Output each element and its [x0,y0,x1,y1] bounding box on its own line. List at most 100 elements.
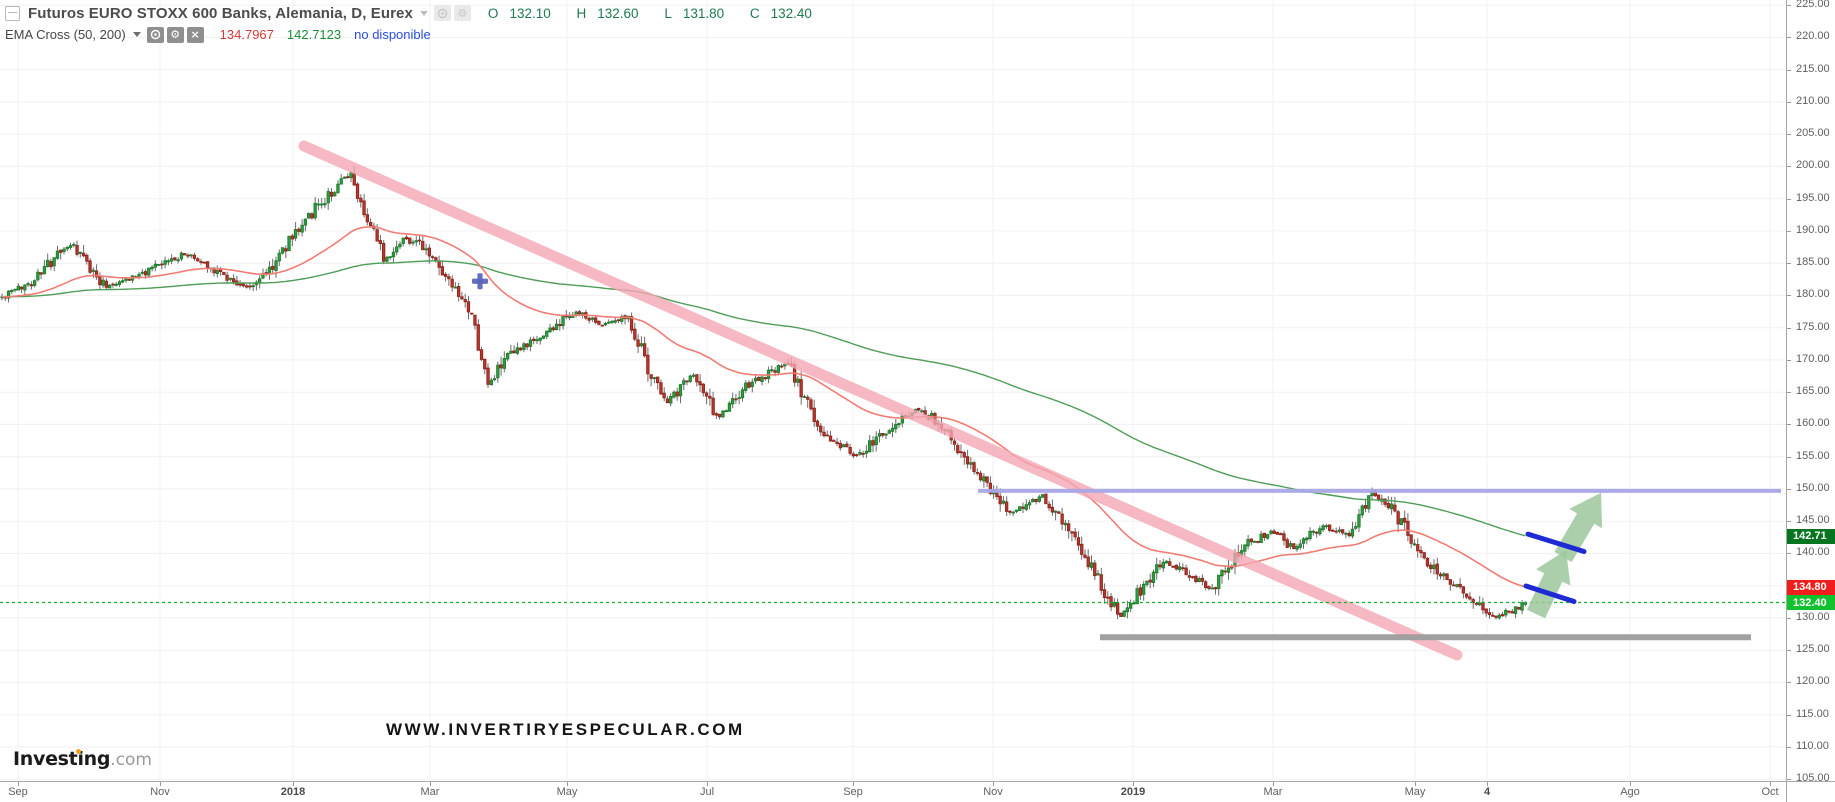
price-tick [1787,37,1791,39]
indicator-value-ema200: 142.7123 [286,27,342,42]
eye-icon-glyph [437,8,448,18]
ema200-tag: 142.71 [1787,528,1835,544]
price-tick [1787,521,1791,523]
indicator-value-extra: no disponible [354,27,431,42]
price-tick [1787,456,1791,458]
investing-logo-brand: Investing [13,748,111,770]
price-tick [1787,714,1791,716]
price-axis-label: 155.00 [1796,449,1830,462]
price-tick [1787,779,1791,781]
eye-icon-glyph [150,29,160,40]
time-axis-label: Jul [699,786,715,798]
price-axis-label: 215.00 [1796,62,1830,75]
price-axis-label: 110.00 [1796,739,1829,752]
time-axis-label: Oct [1761,786,1779,798]
time-tick [160,782,161,786]
downtrend-line[interactable] [298,140,1463,661]
price-tick [1787,424,1791,426]
price-tick [1787,682,1791,684]
time-tick [1770,782,1771,786]
collapse-panel-button[interactable] [5,5,20,21]
price-tick [1787,295,1791,297]
vertical-gridlines [17,0,1771,781]
close-icon[interactable]: × [186,26,204,43]
price-axis-label: 185.00 [1796,256,1830,269]
price-tick [1787,392,1791,394]
time-tick [567,782,568,786]
time-tick [1133,782,1134,786]
time-axis-label: Nov [983,786,1003,798]
up-arrow-drawing[interactable] [1526,550,1571,619]
time-axis-label: 2018 [280,786,306,798]
price-tick [1787,488,1791,490]
death-cross-marker[interactable] [472,273,488,290]
indicator-name[interactable]: EMA Cross (50, 200) [5,27,126,42]
price-axis-label: 125.00 [1796,643,1830,656]
price-axis-label: 210.00 [1796,94,1830,107]
down-candles [3,172,1521,618]
price-axis-label: 145.00 [1796,514,1830,527]
price-tick [1787,746,1791,748]
price-axis-label: 165.00 [1796,385,1830,398]
price-axis-label: 180.00 [1796,288,1830,301]
price-tick [1787,553,1791,555]
time-axis-label: Sep [843,786,863,798]
low-value: L 131.80 [664,5,725,21]
logo-orange-dot-icon [76,749,81,754]
price-axis-label: 120.00 [1796,675,1830,688]
price-tick [1787,230,1791,232]
up-candles [0,172,1527,619]
axis-corner [1786,781,1835,802]
time-tick [707,782,708,786]
price-axis[interactable]: 105.00110.00115.00120.00125.00130.00135.… [1786,0,1835,781]
chevron-down-icon[interactable] [419,10,428,16]
time-tick [853,782,854,786]
price-axis-label: 220.00 [1796,30,1830,43]
price-axis-label: 190.00 [1796,223,1830,236]
eye-icon[interactable] [146,26,164,43]
ema50-line [1,226,1526,588]
time-axis-label: May [556,786,578,798]
price-axis-label: 175.00 [1796,320,1830,333]
time-axis-label: Ago [1620,786,1640,798]
ohlc-readout: O 132.10 H 132.60 L 131.80 C 132.40 [488,6,834,21]
blue-trend-segment[interactable] [1523,583,1577,604]
price-axis-label: 205.00 [1796,127,1830,140]
chevron-down-icon[interactable] [132,32,141,37]
time-axis-label: Sep [8,786,28,798]
price-tick [1787,134,1791,136]
price-axis-label: 130.00 [1796,610,1830,623]
price-axis-label: 200.00 [1796,159,1830,172]
last-price-tag: 132.40 [1787,595,1835,610]
time-tick [1487,782,1488,786]
price-axis-label: 170.00 [1796,352,1830,365]
price-axis-label: 225.00 [1796,0,1830,11]
time-axis[interactable]: Sep Nov 2018 Mar May Jul Sep Nov 2019 Mar May 4 Ago O… [0,781,1786,802]
blue-trend-segment[interactable] [1525,531,1587,554]
open-value: O 132.10 [487,5,551,21]
gear-icon[interactable]: ⚙ [166,26,184,43]
price-tick [1787,166,1791,168]
price-tick [1787,617,1791,619]
price-axis-label: 195.00 [1796,191,1830,204]
time-tick [430,782,431,786]
price-tick [1787,69,1791,71]
time-axis-label: 4 [1483,786,1491,798]
candle-wicks [1,166,1526,620]
price-tick [1787,650,1791,652]
eye-icon[interactable] [433,5,451,21]
time-axis-label: May [1404,786,1426,798]
ema50-tag: 134.80 [1787,579,1835,595]
symbol-title[interactable]: Futuros EURO STOXX 600 Banks, Alemania, … [28,4,413,22]
candlestick-chart[interactable] [0,0,1786,781]
horizontal-gridlines [0,4,1786,780]
gear-icon[interactable]: ⚙ [453,5,471,21]
price-tick [1787,327,1791,329]
time-tick [18,782,19,786]
chart-plot-area[interactable] [0,0,1786,781]
price-axis-label: 140.00 [1796,546,1830,559]
time-axis-label: Mar [420,786,440,798]
time-tick [993,782,994,786]
time-tick [1273,782,1274,786]
